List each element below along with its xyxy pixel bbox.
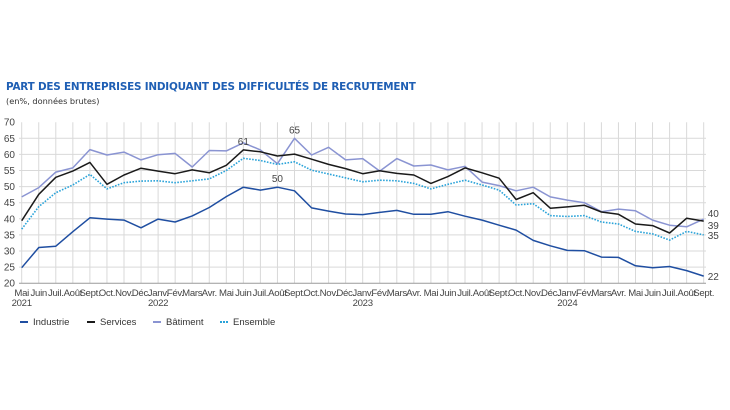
x-tick-label: Déc.: [336, 288, 355, 299]
x-tick-label: Nov.: [524, 288, 542, 299]
x-tick-label: Août: [473, 288, 492, 299]
x-tick-label: Juil.: [48, 288, 64, 299]
legend-label: Services: [100, 316, 137, 328]
y-tick-label: 50: [4, 182, 16, 193]
x-tick-label: Déc.: [541, 288, 560, 299]
y-tick-label: 45: [4, 198, 16, 209]
legend-item-services[interactable]: Services: [87, 315, 136, 329]
y-tick-label: 35: [4, 230, 16, 241]
x-tick-label: Août: [268, 288, 287, 299]
x-tick-label: Juin: [440, 288, 456, 299]
legend-item-ensemble[interactable]: Ensemble: [220, 315, 275, 329]
data-label: 61: [238, 137, 250, 148]
data-label: 35: [708, 231, 720, 242]
x-tick-label: Janv.: [148, 288, 169, 299]
x-tick-label: Nov.: [320, 288, 338, 299]
x-tick-label: Août: [677, 288, 696, 299]
x-tick-label: Juin: [235, 288, 251, 299]
x-tick-label: Mars: [182, 288, 203, 299]
x-year-label: 2024: [557, 298, 578, 309]
chart-title: PART DES ENTREPRISES INDIQUANT DES DIFFI…: [6, 81, 416, 93]
x-year-label: 2022: [148, 298, 168, 309]
x-tick-label: Avr.: [611, 288, 626, 299]
x-year-label: 2023: [353, 298, 373, 309]
legend-swatch-ensemble: [220, 321, 228, 323]
x-tick-label: Mai: [424, 288, 439, 299]
series-line-industrie: [21, 186, 704, 277]
legend-swatch-services: [87, 321, 95, 323]
y-tick-label: 20: [4, 279, 16, 290]
x-tick-label: Juil.: [253, 288, 269, 299]
x-tick-label: Mars: [591, 288, 612, 299]
series-line-ensemble: [21, 157, 704, 241]
x-tick-label: Juil.: [457, 288, 473, 299]
x-tick-label: Mai: [14, 288, 29, 299]
legend-item-industrie[interactable]: Industrie: [20, 315, 69, 329]
x-tick-label: Juin: [31, 288, 47, 299]
legend-label: Industrie: [33, 316, 70, 328]
data-label: 65: [289, 125, 301, 136]
x-tick-label: Mai: [628, 288, 643, 299]
x-tick-label: Janv.: [557, 288, 578, 299]
data-label: 50: [272, 174, 284, 185]
y-tick-label: 40: [4, 214, 16, 225]
legend-item-batiment[interactable]: Bâtiment: [153, 315, 204, 329]
legend-label: Bâtiment: [166, 316, 204, 328]
y-tick-label: 30: [4, 247, 16, 258]
chart-subtitle: (en%, données brutes): [6, 96, 100, 106]
x-tick-label: Déc.: [132, 288, 151, 299]
x-tick-label: Sept.: [489, 288, 510, 299]
x-tick-label: Janv.: [352, 288, 373, 299]
x-tick-label: Juin: [644, 288, 660, 299]
grid: [19, 122, 706, 284]
x-tick-label: Fév.: [371, 288, 388, 299]
x-tick-label: Oct.: [303, 288, 319, 299]
y-axis: 20 25 30 35 40 45 50 55 60 65 70: [4, 118, 16, 290]
x-tick-label: Mai: [219, 288, 234, 299]
x-tick-label: Fév.: [167, 288, 184, 299]
x-tick-label: Sept.: [284, 288, 305, 299]
legend-label: Ensemble: [233, 316, 276, 328]
x-tick-label: Août: [64, 288, 83, 299]
data-label: 39: [708, 221, 720, 232]
data-label: 22: [708, 272, 720, 283]
legend-swatch-batiment: [153, 321, 161, 323]
y-tick-label: 65: [4, 134, 16, 145]
x-tick-label: Sept.: [693, 288, 714, 299]
y-tick-label: 25: [4, 263, 16, 274]
x-tick-label: Oct.: [99, 288, 115, 299]
x-tick-label: Nov.: [115, 288, 133, 299]
y-tick-label: 60: [4, 150, 16, 161]
y-tick-label: 70: [4, 118, 16, 129]
x-tick-label: Mars: [387, 288, 408, 299]
x-tick-label: Fév.: [576, 288, 593, 299]
x-tick-label: Avr.: [202, 288, 217, 299]
x-year-label: 2021: [12, 298, 32, 309]
series-line-services: [21, 149, 704, 234]
y-tick-label: 55: [4, 166, 16, 177]
x-tick-label: Avr.: [406, 288, 421, 299]
legend-swatch-industrie: [20, 321, 28, 323]
data-label: 40: [708, 209, 720, 220]
x-tick-label: Sept.: [79, 288, 100, 299]
x-tick-label: Juil.: [662, 288, 678, 299]
x-tick-label: Oct.: [508, 288, 524, 299]
series-line-batiment: [21, 137, 705, 228]
series-lines: [21, 137, 705, 277]
